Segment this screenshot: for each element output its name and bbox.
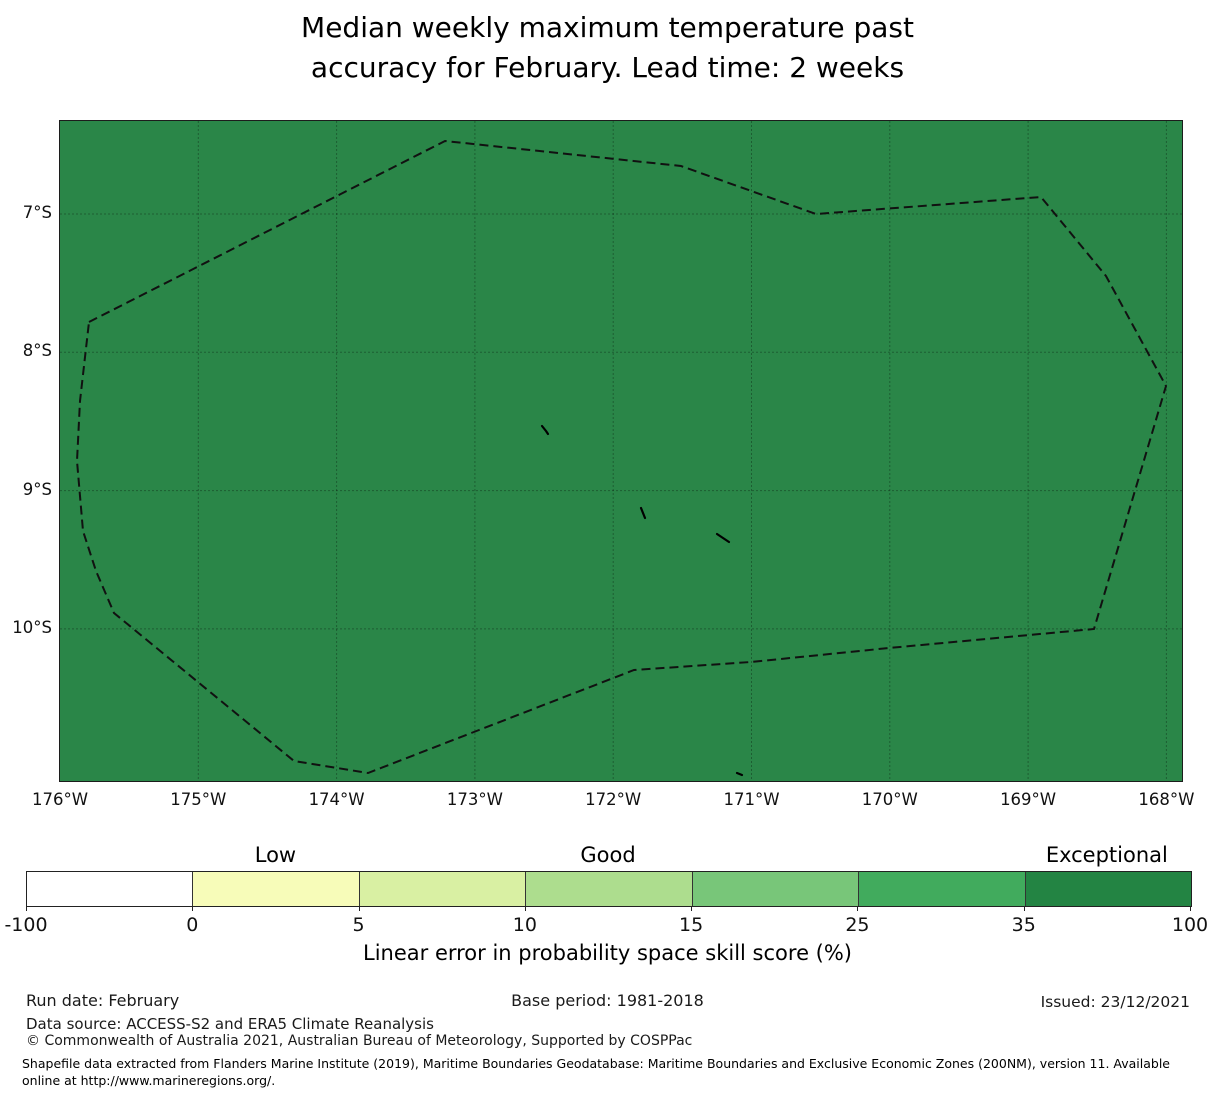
title-line-2: accuracy for February. Lead time: 2 week… bbox=[310, 51, 905, 84]
map-plot bbox=[59, 120, 1183, 782]
colorbar-tickmark bbox=[691, 906, 693, 911]
island-mark-north bbox=[540, 424, 550, 436]
colorbar-segment bbox=[859, 872, 1026, 906]
colorbar-segment bbox=[1025, 872, 1191, 906]
footer-base-period: Base period: 1981-2018 bbox=[511, 991, 704, 1010]
island-mark-south bbox=[735, 771, 744, 777]
x-tick-label: 172°W bbox=[585, 790, 642, 809]
eez-boundary bbox=[75, 139, 1168, 775]
colorbar-category-label: Good bbox=[580, 843, 636, 867]
colorbar-tick-label: 25 bbox=[845, 914, 870, 936]
colorbar bbox=[26, 871, 1192, 907]
colorbar-tickmark bbox=[1023, 906, 1025, 911]
colorbar-segment bbox=[193, 872, 360, 906]
figure-title: Median weekly maximum temperature past a… bbox=[0, 8, 1215, 88]
x-tick-label: 173°W bbox=[446, 790, 503, 809]
footer-issued: Issued: 23/12/2021 bbox=[1040, 993, 1190, 1011]
y-tick-label: 10°S bbox=[12, 617, 52, 637]
colorbar-tickmark bbox=[1190, 906, 1191, 911]
colorbar-segment bbox=[692, 872, 860, 906]
footer-run-date: Run date: February bbox=[26, 991, 180, 1010]
title-line-1: Median weekly maximum temperature past bbox=[301, 11, 914, 44]
colorbar-tickmark bbox=[26, 906, 27, 911]
colorbar-segment bbox=[359, 872, 527, 906]
footer-copyright: © Commonwealth of Australia 2021, Austra… bbox=[26, 1033, 693, 1049]
x-tick-label: 174°W bbox=[308, 790, 365, 809]
map-canvas bbox=[60, 121, 1182, 781]
island-mark-middle bbox=[639, 506, 647, 520]
x-tick-label: 169°W bbox=[1000, 790, 1057, 809]
colorbar-category-label: Exceptional bbox=[1045, 843, 1168, 867]
x-tick-label: 171°W bbox=[723, 790, 780, 809]
footer-data-source: Data source: ACCESS-S2 and ERA5 Climate … bbox=[26, 1015, 434, 1033]
colorbar-tick-label: -100 bbox=[4, 914, 48, 936]
colorbar-tickmark bbox=[192, 906, 194, 911]
colorbar-tick-label: 15 bbox=[679, 914, 704, 936]
colorbar-segment bbox=[27, 872, 194, 906]
colorbar-caption: Linear error in probability space skill … bbox=[363, 941, 852, 965]
x-tick-label: 168°W bbox=[1138, 790, 1195, 809]
island-mark-east bbox=[715, 532, 731, 544]
colorbar-tick-label: 10 bbox=[512, 914, 537, 936]
x-tick-label: 176°W bbox=[31, 790, 89, 809]
y-tick-label: 9°S bbox=[22, 479, 52, 499]
colorbar-tick-label: 100 bbox=[1171, 914, 1209, 936]
colorbar-category-label: Low bbox=[254, 843, 297, 867]
colorbar-tickmark bbox=[358, 906, 360, 911]
colorbar-tick-label: 35 bbox=[1011, 914, 1036, 936]
colorbar-tick-label: 0 bbox=[186, 914, 199, 936]
footer-shapefile-note: Shapefile data extracted from Flanders M… bbox=[22, 1056, 1170, 1088]
colorbar-tickmark bbox=[857, 906, 859, 911]
colorbar-segment bbox=[526, 872, 693, 906]
colorbar-tickmark bbox=[524, 906, 526, 911]
y-tick-label: 8°S bbox=[22, 341, 52, 361]
x-tick-label: 170°W bbox=[861, 790, 918, 809]
x-tick-label: 175°W bbox=[170, 790, 227, 809]
y-tick-label: 7°S bbox=[22, 203, 52, 222]
colorbar-tick-label: 5 bbox=[352, 914, 365, 936]
